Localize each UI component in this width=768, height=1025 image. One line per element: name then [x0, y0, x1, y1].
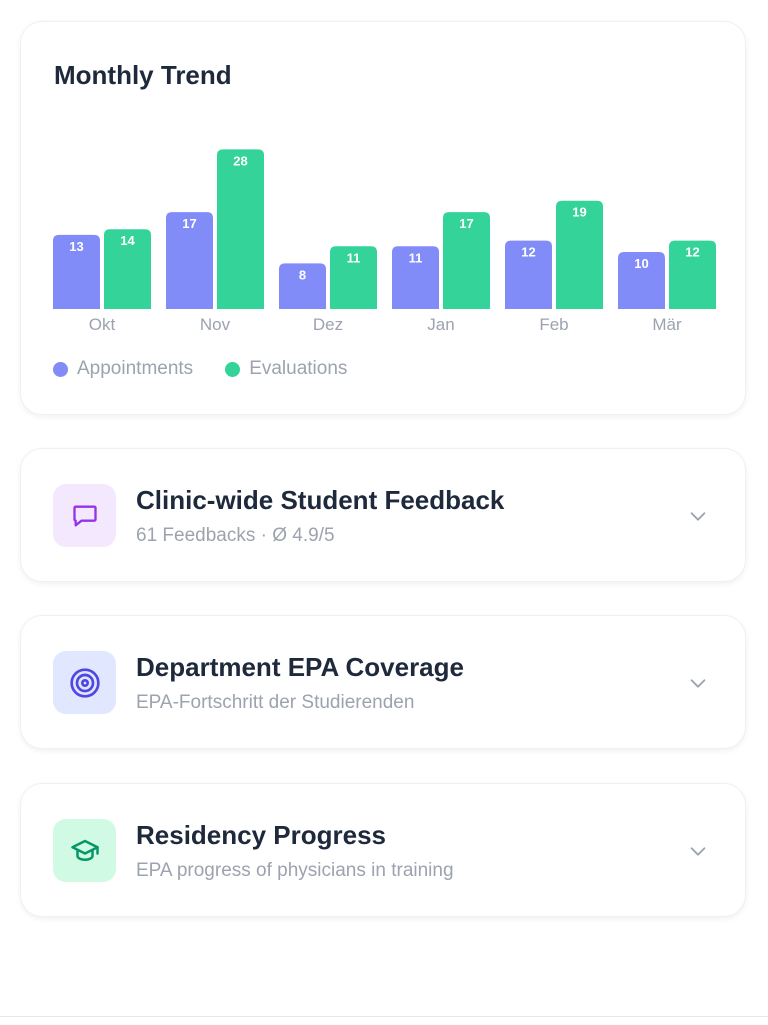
x-tick-label-feb: Feb: [539, 315, 568, 334]
residency-progress-title: Residency Progress: [136, 820, 387, 850]
chevron-down-icon[interactable]: [687, 840, 709, 862]
bar-evaluations-mär[interactable]: [669, 240, 716, 309]
bar-label-evaluations-jan: 17: [459, 216, 473, 231]
student-feedback-subtitle: 61 Feedbacks · Ø 4.9/5: [136, 525, 335, 546]
x-tick-label-nov: Nov: [200, 315, 231, 334]
bar-label-appointments-dez: 8: [299, 267, 306, 282]
monthly-trend-chart: 13 14 Okt 17 28 Nov 8 11 Dez 11 17 Jan 12 19 Feb 10 12 Mä…: [53, 149, 716, 334]
legend-dot-evaluations: [225, 361, 241, 377]
bar-label-evaluations-okt: 14: [120, 233, 135, 248]
target-icon: [69, 667, 100, 698]
residency-progress-subtitle: EPA progress of physicians in training: [136, 860, 454, 881]
epa-coverage-subtitle: EPA-Fortschritt der Studierenden: [136, 692, 415, 713]
epa-coverage-title: Department EPA Coverage: [136, 652, 464, 682]
bar-evaluations-dez[interactable]: [330, 246, 377, 309]
bar-appointments-nov[interactable]: [166, 212, 213, 309]
legend-label-evaluations: Evaluations: [249, 358, 348, 379]
monthly-trend-card: Monthly Trend 13 14 Okt 17 28 Nov 8 11 Dez 11 17 Ja…: [20, 21, 746, 415]
bar-appointments-jan[interactable]: [392, 246, 439, 309]
bar-label-appointments-feb: 12: [521, 245, 535, 260]
chevron-down-icon[interactable]: [687, 672, 709, 694]
chat-bubble-icon: [72, 505, 97, 526]
residency-progress-card[interactable]: Residency Progress EPA progress of physi…: [20, 783, 746, 917]
legend-item-evaluations: Evaluations: [225, 358, 347, 380]
bar-label-appointments-nov: 17: [182, 216, 196, 231]
chart-legend: Appointments Evaluations: [53, 358, 379, 380]
bar-label-evaluations-mär: 12: [685, 245, 699, 260]
bar-label-evaluations-feb: 19: [572, 205, 586, 220]
graduation-cap-icon-tile: [53, 819, 116, 882]
bar-evaluations-nov[interactable]: [217, 149, 264, 309]
legend-label-appointments: Appointments: [77, 358, 194, 379]
student-feedback-title: Clinic-wide Student Feedback: [136, 485, 505, 515]
x-tick-label-mär: Mär: [652, 315, 682, 334]
bar-label-appointments-jan: 11: [409, 250, 423, 265]
x-tick-label-dez: Dez: [313, 315, 343, 334]
bar-evaluations-feb[interactable]: [556, 200, 603, 309]
bottom-divider: [0, 1016, 768, 1017]
bar-label-evaluations-nov: 28: [233, 153, 247, 168]
bar-appointments-okt[interactable]: [53, 234, 100, 309]
chat-bubble-icon-tile: [53, 484, 116, 547]
bar-label-evaluations-dez: 11: [347, 250, 361, 265]
monthly-trend-title: Monthly Trend: [54, 60, 232, 90]
epa-coverage-card[interactable]: Department EPA Coverage EPA-Fortschritt …: [20, 615, 746, 749]
target-icon-tile: [53, 651, 116, 714]
student-feedback-card[interactable]: Clinic-wide Student Feedback 61 Feedback…: [20, 448, 746, 582]
graduation-cap-icon: [70, 839, 99, 861]
bar-evaluations-okt[interactable]: [104, 229, 151, 309]
bar-appointments-feb[interactable]: [505, 240, 552, 309]
bar-label-appointments-mär: 10: [634, 256, 648, 271]
legend-dot-appointments: [53, 361, 68, 377]
bar-evaluations-jan[interactable]: [443, 212, 490, 309]
x-tick-label-okt: Okt: [89, 315, 116, 334]
bar-appointments-dez[interactable]: [279, 263, 326, 309]
chevron-down-icon[interactable]: [687, 505, 709, 527]
bar-appointments-mär[interactable]: [618, 252, 665, 309]
bar-label-appointments-okt: 13: [69, 239, 83, 254]
legend-item-appointments: Appointments: [53, 358, 193, 380]
x-tick-label-jan: Jan: [427, 315, 454, 334]
